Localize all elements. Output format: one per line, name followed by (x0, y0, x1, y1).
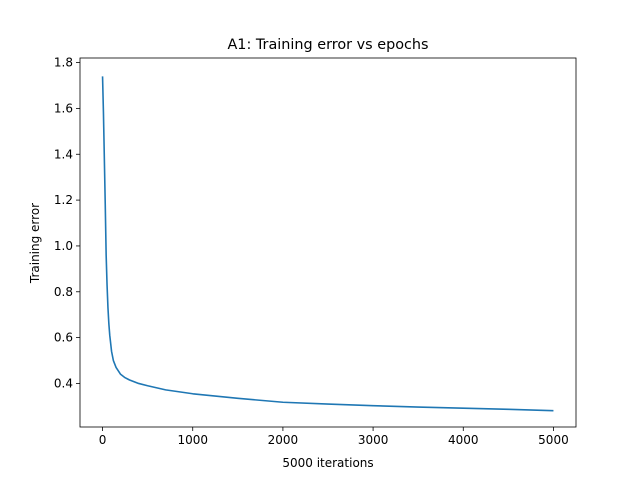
x-tick-label: 5000 (538, 433, 569, 447)
y-axis-label: Training error (28, 203, 42, 284)
x-tick-label: 1000 (177, 433, 208, 447)
y-tick-label: 0.8 (54, 285, 73, 299)
x-tick-label: 3000 (358, 433, 389, 447)
y-tick-label: 1.6 (54, 101, 73, 115)
x-axis-label: 5000 iterations (282, 456, 373, 470)
series-line-0 (101, 76, 554, 412)
x-tick-label: 0 (99, 433, 107, 447)
y-tick-label: 0.6 (54, 331, 73, 345)
y-tick-label: 1.4 (54, 147, 73, 161)
y-tick-label: 1.0 (54, 239, 73, 253)
axes-frame (79, 57, 577, 428)
x-tick-label: 4000 (448, 433, 479, 447)
y-tick-label: 1.8 (54, 56, 73, 70)
y-tick-label: 0.4 (54, 376, 73, 390)
y-tick-label: 1.2 (54, 193, 73, 207)
chart-title: A1: Training error vs epochs (227, 37, 428, 53)
x-tick-label: 2000 (268, 433, 299, 447)
plot-area: 0 1000 2000 3000 4000 5000 0.4 0.6 0.8 1.0 1.2 1.4 1… (54, 56, 577, 447)
